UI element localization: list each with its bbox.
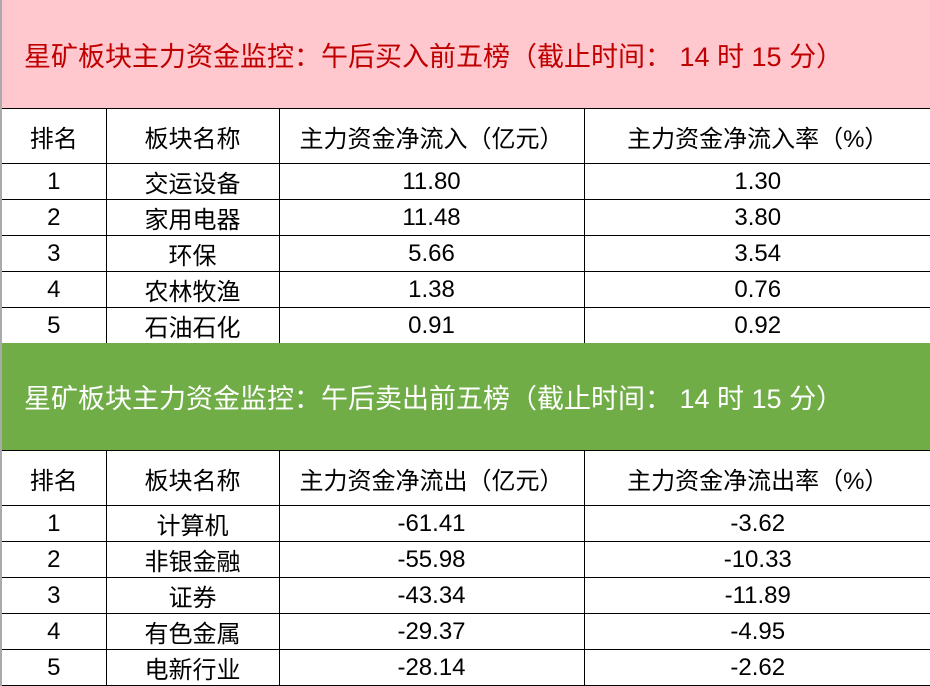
header-rank: 排名 (0, 108, 107, 164)
table-row: 4 有色金属 -29.37 -4.95 (0, 613, 930, 650)
cell-net-flow-rate: -10.33 (583, 541, 930, 578)
header-net-flow: 主力资金净流入（亿元） (278, 108, 585, 164)
cell-rank: 5 (0, 649, 107, 686)
table-row: 3 证券 -43.34 -11.89 (0, 577, 930, 614)
cell-net-flow-rate: -3.62 (583, 505, 930, 542)
cell-sector-name: 农林牧渔 (105, 271, 280, 308)
cell-net-flow: -55.98 (278, 541, 585, 578)
cell-net-flow-rate: -11.89 (583, 577, 930, 614)
header-net-flow: 主力资金净流出（亿元） (278, 450, 585, 506)
cell-net-flow-rate: 1.30 (583, 163, 930, 200)
sell-ranking-table: 排名 板块名称 主力资金净流出（亿元） 主力资金净流出率（%） 1 计算机 -61.41 -3… (0, 450, 930, 686)
cell-sector-name: 交运设备 (105, 163, 280, 200)
buy-ranking-table: 排名 板块名称 主力资金净流入（亿元） 主力资金净流入率（%） 1 交运设备 11.80 1.… (0, 108, 930, 344)
cell-net-flow: 11.80 (278, 163, 585, 200)
header-sector-name: 板块名称 (105, 108, 280, 164)
cell-rank: 4 (0, 613, 107, 650)
cell-net-flow: -29.37 (278, 613, 585, 650)
table-row: 5 电新行业 -28.14 -2.62 (0, 649, 930, 686)
cell-sector-name: 计算机 (105, 505, 280, 542)
cell-net-flow-rate: -2.62 (583, 649, 930, 686)
table-row: 2 非银金融 -55.98 -10.33 (0, 541, 930, 578)
header-net-flow-rate: 主力资金净流入率（%） (583, 108, 930, 164)
table-row: 4 农林牧渔 1.38 0.76 (0, 271, 930, 308)
cell-rank: 2 (0, 199, 107, 236)
cell-rank: 2 (0, 541, 107, 578)
header-rank: 排名 (0, 450, 107, 506)
cell-sector-name: 非银金融 (105, 541, 280, 578)
header-net-flow-rate: 主力资金净流出率（%） (583, 450, 930, 506)
table-row: 2 家用电器 11.48 3.80 (0, 199, 930, 236)
cell-net-flow: 1.38 (278, 271, 585, 308)
header-row: 排名 板块名称 主力资金净流出（亿元） 主力资金净流出率（%） (0, 450, 930, 506)
buy-ranking-title: 星矿板块主力资金监控：午后买入前五榜（截止时间： 14 时 15 分） (0, 0, 930, 108)
cell-rank: 1 (0, 163, 107, 200)
cell-net-flow: -61.41 (278, 505, 585, 542)
cell-net-flow-rate: -4.95 (583, 613, 930, 650)
header-row: 排名 板块名称 主力资金净流入（亿元） 主力资金净流入率（%） (0, 108, 930, 164)
cell-net-flow: 11.48 (278, 199, 585, 236)
cell-rank: 3 (0, 235, 107, 272)
cell-sector-name: 证券 (105, 577, 280, 614)
cell-rank: 4 (0, 271, 107, 308)
cell-net-flow-rate: 0.92 (583, 307, 930, 344)
cell-net-flow: -43.34 (278, 577, 585, 614)
cell-rank: 5 (0, 307, 107, 344)
cell-rank: 1 (0, 505, 107, 542)
cell-sector-name: 石油石化 (105, 307, 280, 344)
table-row: 5 石油石化 0.91 0.92 (0, 307, 930, 344)
header-sector-name: 板块名称 (105, 450, 280, 506)
cell-net-flow-rate: 3.80 (583, 199, 930, 236)
table-row: 1 交运设备 11.80 1.30 (0, 163, 930, 200)
cell-sector-name: 电新行业 (105, 649, 280, 686)
cell-net-flow: 5.66 (278, 235, 585, 272)
cell-sector-name: 家用电器 (105, 199, 280, 236)
cell-net-flow-rate: 0.76 (583, 271, 930, 308)
cell-net-flow-rate: 3.54 (583, 235, 930, 272)
cell-sector-name: 有色金属 (105, 613, 280, 650)
table-row: 1 计算机 -61.41 -3.62 (0, 505, 930, 542)
sell-ranking-title: 星矿板块主力资金监控：午后卖出前五榜（截止时间： 14 时 15 分） (0, 343, 930, 450)
cell-rank: 3 (0, 577, 107, 614)
table-row: 3 环保 5.66 3.54 (0, 235, 930, 272)
cell-net-flow: -28.14 (278, 649, 585, 686)
cell-net-flow: 0.91 (278, 307, 585, 344)
cell-sector-name: 环保 (105, 235, 280, 272)
